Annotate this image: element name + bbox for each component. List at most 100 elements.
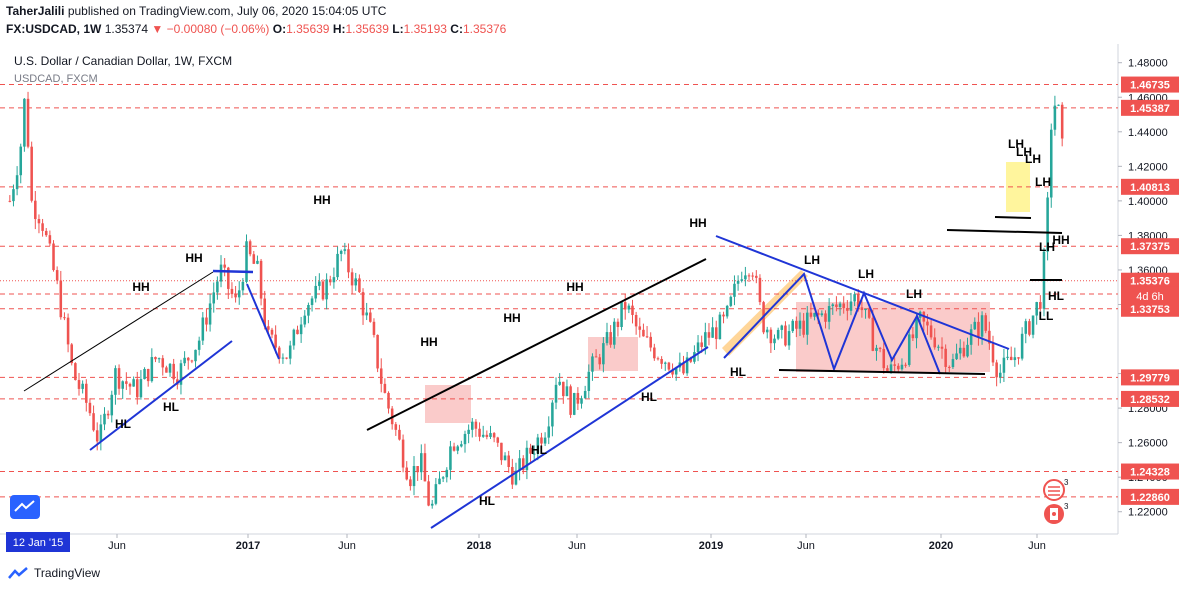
tv-logo-icon[interactable] bbox=[10, 495, 40, 519]
candle-body bbox=[146, 368, 150, 382]
candle-body bbox=[856, 294, 860, 308]
candle-body bbox=[722, 314, 725, 317]
price-chart[interactable]: U.S. Dollar / Canadian Dollar, 1W, FXCM … bbox=[0, 44, 1188, 560]
candle-body bbox=[551, 402, 554, 427]
chart-header: TaherJalili published on TradingView.com… bbox=[0, 0, 1188, 44]
candle-body bbox=[55, 270, 59, 281]
candle-body bbox=[744, 275, 747, 280]
candle-body bbox=[827, 306, 831, 322]
publish-date: published on TradingView.com, July 06, 2… bbox=[67, 4, 387, 18]
candle-body bbox=[875, 347, 878, 351]
candle-body bbox=[598, 357, 601, 365]
ohlc-line: FX:USDCAD, 1W 1.35374 ▼ −0.00080 (−0.06%… bbox=[6, 22, 506, 36]
candle-body bbox=[460, 444, 463, 447]
candle-body bbox=[798, 320, 802, 329]
candle-body bbox=[951, 359, 955, 368]
x-tick-label: 2017 bbox=[236, 540, 260, 552]
price-level-label: 1.37375 bbox=[1130, 241, 1170, 253]
event-flag-ca-icon[interactable]: 3 bbox=[1044, 502, 1069, 524]
trendline-black-2 bbox=[366, 258, 707, 431]
candle-body bbox=[707, 332, 711, 338]
event-flag-us-icon[interactable]: 3 bbox=[1043, 478, 1069, 501]
candle-body bbox=[889, 364, 893, 372]
candle-body bbox=[725, 305, 729, 317]
candle-body bbox=[350, 272, 354, 286]
candle-body bbox=[594, 356, 598, 358]
candle-body bbox=[37, 219, 41, 224]
price-change: −0.00080 (−0.06%) bbox=[166, 22, 270, 36]
trendline-support bbox=[778, 369, 986, 375]
candle-body bbox=[358, 278, 361, 293]
price-level-tag bbox=[1121, 272, 1179, 289]
trendline-blue-3 bbox=[430, 346, 709, 529]
price-level-tag bbox=[1121, 300, 1179, 317]
annotation-lh: LH bbox=[906, 287, 922, 301]
candle-body bbox=[948, 366, 951, 368]
y-tick-label: 1.26000 bbox=[1128, 438, 1168, 450]
candle-body bbox=[1057, 104, 1060, 106]
candle-body bbox=[1039, 302, 1042, 309]
price-level-label: 1.45387 bbox=[1130, 103, 1170, 115]
candle-body bbox=[95, 430, 99, 442]
candle-body bbox=[882, 348, 886, 369]
candle-body bbox=[376, 334, 379, 369]
candle-body bbox=[809, 312, 813, 317]
candle-body bbox=[369, 312, 372, 322]
candle-body bbox=[59, 280, 63, 318]
chart-legend-subtitle: USDCAD, FXCM bbox=[14, 73, 98, 85]
candle-body bbox=[977, 321, 980, 337]
tradingview-brand[interactable]: TradingView bbox=[8, 566, 100, 580]
candle-body bbox=[613, 321, 616, 345]
candle-body bbox=[616, 321, 620, 327]
candle-body bbox=[543, 437, 547, 444]
candle-body bbox=[387, 392, 390, 409]
candle-body bbox=[179, 363, 183, 385]
annotation-hl: HL bbox=[641, 390, 657, 404]
candle-body bbox=[562, 381, 565, 397]
candle-body bbox=[907, 334, 911, 365]
candle-body bbox=[332, 277, 336, 283]
candle-body bbox=[339, 250, 343, 254]
x-tick-label: 2020 bbox=[929, 540, 953, 552]
candle-body bbox=[336, 253, 339, 278]
candle-body bbox=[540, 437, 543, 444]
candle-body bbox=[361, 292, 365, 316]
candle-body bbox=[634, 314, 638, 327]
author-name[interactable]: TaherJalili bbox=[6, 4, 65, 18]
candle-body bbox=[234, 294, 237, 298]
candle-body bbox=[569, 386, 572, 415]
candle-body bbox=[1017, 357, 1020, 359]
cursor-date-box bbox=[6, 532, 70, 552]
candle-body bbox=[751, 275, 754, 277]
candle-body bbox=[962, 347, 966, 357]
candle-body bbox=[642, 329, 645, 337]
candle-body bbox=[915, 317, 918, 339]
candle-body bbox=[685, 357, 689, 374]
candle-body bbox=[485, 434, 489, 437]
y-tick-label: 1.44000 bbox=[1128, 127, 1168, 139]
candle-body bbox=[529, 447, 532, 454]
candle-body bbox=[92, 413, 95, 431]
y-tick-label: 1.48000 bbox=[1128, 58, 1168, 70]
candle-body bbox=[572, 392, 576, 415]
candle-body bbox=[700, 342, 703, 347]
price-level-tag bbox=[1121, 238, 1179, 255]
candle-body bbox=[682, 362, 685, 374]
candle-body bbox=[813, 312, 816, 317]
candle-body bbox=[711, 327, 714, 338]
price-level-label: 1.22860 bbox=[1130, 492, 1170, 504]
candle-body bbox=[704, 332, 707, 347]
zone-2017 bbox=[425, 385, 471, 423]
annotation-lh: LH bbox=[1016, 145, 1032, 159]
candle-body bbox=[536, 437, 540, 454]
chart-legend-title: U.S. Dollar / Canadian Dollar, 1W, FXCM bbox=[14, 54, 232, 68]
candle-body bbox=[463, 433, 467, 445]
footer: TradingView bbox=[0, 560, 1188, 594]
candle-body bbox=[532, 453, 536, 455]
x-tick-label: 2019 bbox=[699, 540, 723, 552]
candle-body bbox=[933, 337, 937, 348]
candle-body bbox=[758, 277, 762, 303]
candle-body bbox=[1028, 321, 1031, 335]
candle-body bbox=[481, 434, 485, 437]
candle-body bbox=[492, 433, 496, 438]
